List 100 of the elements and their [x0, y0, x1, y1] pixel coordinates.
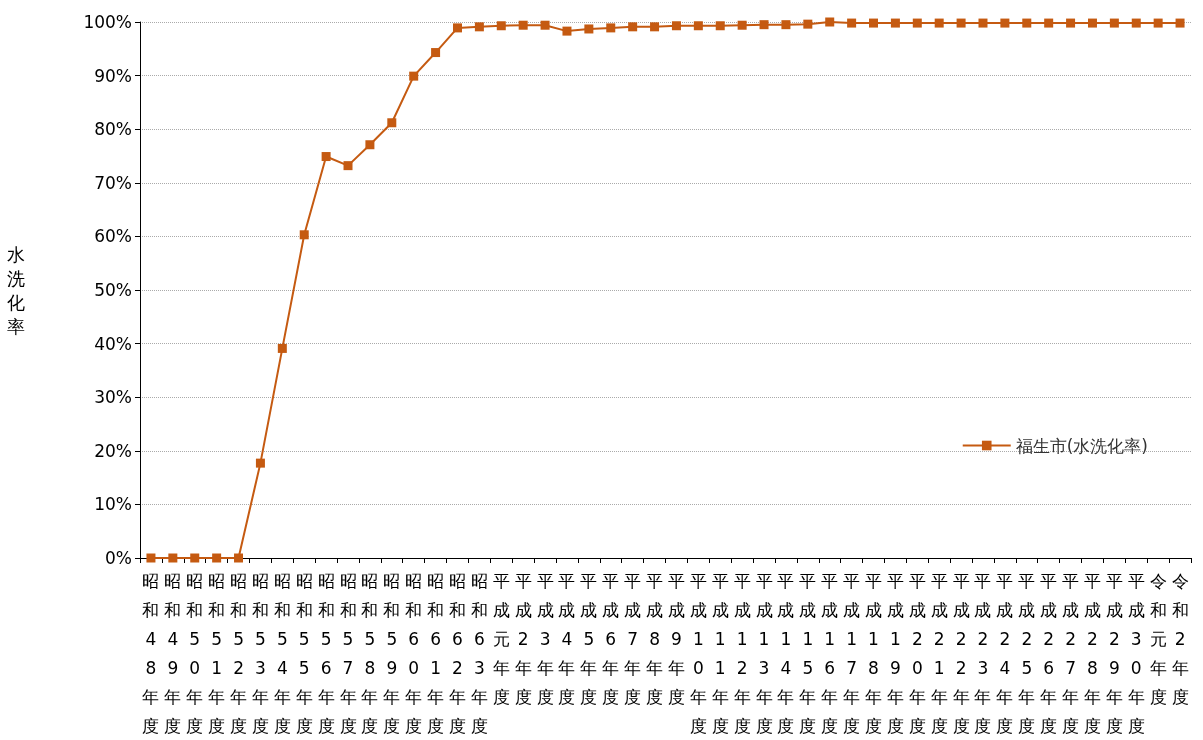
y-tick-label: 80% — [94, 119, 132, 140]
x-tick-label: 平成25年度 — [1018, 570, 1036, 736]
point — [650, 22, 660, 32]
point — [299, 230, 309, 240]
x-tick-label: 昭和55年度 — [295, 570, 313, 736]
point — [562, 26, 572, 36]
point — [431, 48, 441, 58]
x-tick-label: 平成17年度 — [843, 570, 861, 736]
point — [1022, 18, 1032, 28]
x-tick-label: 平成9年度 — [667, 570, 685, 707]
point — [693, 21, 703, 31]
x-tick-label: 平成5年度 — [580, 570, 598, 707]
point — [365, 140, 375, 150]
x-tick-label: 平成22年度 — [952, 570, 970, 736]
x-tick-label: 平成26年度 — [1040, 570, 1058, 736]
y-tick-label: 70% — [94, 172, 132, 193]
point — [671, 21, 681, 31]
point — [890, 18, 900, 28]
x-tick-label: 昭和57年度 — [339, 570, 357, 736]
x-tick-label: 平成18年度 — [865, 570, 883, 736]
x-tick-label: 昭和56年度 — [317, 570, 335, 736]
point — [803, 19, 813, 29]
x-tick-label: 昭和61年度 — [427, 570, 445, 736]
x-tick-label: 平成21年度 — [930, 570, 948, 736]
point — [234, 553, 244, 563]
legend-label: 福生市(水洗化率) — [1015, 435, 1148, 456]
x-tick-label: 昭和49年度 — [164, 570, 182, 736]
point — [1131, 18, 1141, 28]
point — [956, 18, 966, 28]
point — [1044, 18, 1054, 28]
x-tick-label: 昭和54年度 — [273, 570, 291, 736]
point — [387, 118, 397, 128]
point — [825, 17, 835, 27]
y-tick-label: 90% — [94, 65, 132, 86]
x-tick-label: 平成7年度 — [624, 570, 642, 707]
y-tick-label: 60% — [94, 226, 132, 247]
point — [606, 23, 616, 33]
point — [321, 152, 331, 162]
point — [540, 20, 550, 30]
y-tick-label: 30% — [94, 387, 132, 408]
x-tick-label: 平成4年度 — [558, 570, 576, 707]
point — [1109, 18, 1119, 28]
y-tick-label: 50% — [94, 280, 132, 300]
x-tick-label: 平成10年度 — [689, 570, 707, 736]
x-tick-label: 昭和51年度 — [208, 570, 226, 736]
x-tick-label: 平成2年度 — [514, 570, 532, 707]
x-tick-label: 令和元年度 — [1149, 570, 1167, 707]
x-tick-label: 平成8年度 — [646, 570, 664, 707]
point — [912, 18, 922, 28]
point — [847, 18, 857, 28]
point — [1066, 18, 1076, 28]
y-tick-label: 10% — [94, 494, 132, 515]
point — [146, 553, 156, 563]
x-tick-label: 平成16年度 — [821, 570, 839, 736]
point — [1000, 18, 1010, 28]
x-tick-label: 昭和60年度 — [405, 570, 423, 736]
y-axis-title: 水洗化率 — [7, 243, 25, 337]
x-tick-label: 平成24年度 — [996, 570, 1014, 736]
point — [212, 553, 222, 563]
x-tick-label: 平成3年度 — [536, 570, 554, 707]
x-tick-label: 平成6年度 — [602, 570, 620, 707]
point — [934, 18, 944, 28]
point — [255, 458, 265, 468]
x-tick-label: 平成13年度 — [755, 570, 773, 736]
point — [1175, 18, 1185, 28]
x-tick-label: 平成30年度 — [1127, 570, 1145, 736]
x-tick-label: 昭和62年度 — [448, 570, 466, 736]
x-tick-label: 平成20年度 — [908, 570, 926, 736]
x-tick-label: 平成元年度 — [492, 570, 510, 707]
point — [759, 20, 769, 30]
point — [452, 23, 462, 33]
x-tick-label: 平成15年度 — [799, 570, 817, 736]
x-tick-label: 平成23年度 — [974, 570, 992, 736]
point — [781, 20, 791, 30]
y-tick-label: 20% — [94, 440, 132, 461]
point — [628, 22, 638, 32]
x-tick-label: 昭和48年度 — [142, 570, 160, 736]
point — [168, 553, 178, 563]
point — [715, 21, 725, 31]
x-tick-label: 平成28年度 — [1083, 570, 1101, 736]
x-tick-label: 昭和63年度 — [470, 570, 488, 736]
y-tick-label: 40% — [94, 333, 132, 354]
x-tick-label: 平成29年度 — [1105, 570, 1123, 736]
x-tick-label: 平成11年度 — [711, 570, 729, 736]
x-tick-label: 平成19年度 — [886, 570, 904, 736]
x-tick-label: 令和2年度 — [1171, 570, 1189, 707]
y-tick-label: 0% — [105, 548, 132, 568]
point — [409, 71, 419, 81]
x-tick-label: 昭和59年度 — [383, 570, 401, 736]
x-tick-label: 昭和58年度 — [361, 570, 379, 736]
x-tick-label: 平成14年度 — [777, 570, 795, 736]
point — [1087, 18, 1097, 28]
point — [474, 22, 484, 32]
point — [518, 20, 528, 30]
x-tick-label: 昭和53年度 — [251, 570, 269, 736]
y-tick-label: 100% — [83, 12, 132, 32]
point — [978, 18, 988, 28]
point — [277, 343, 287, 353]
point — [190, 553, 200, 563]
point — [496, 21, 506, 31]
